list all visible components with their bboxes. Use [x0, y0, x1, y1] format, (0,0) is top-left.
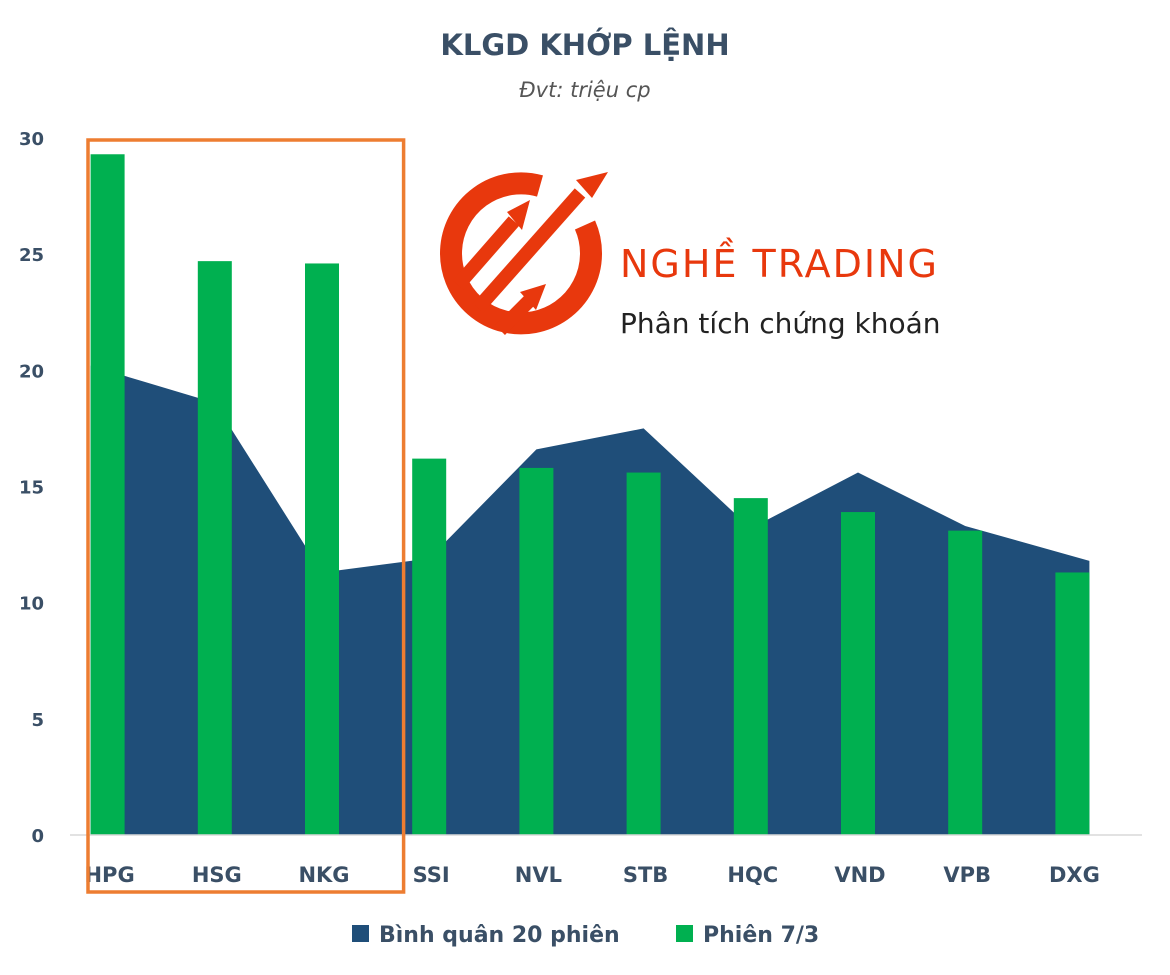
y-axis: 0 5 10 15 20 25 30 [19, 129, 44, 847]
x-axis: HPG HSG NKG SSI NVL STB HQC VND VPB DXG [84, 863, 1099, 887]
bar-nkg [305, 263, 339, 836]
highlight-box [86, 138, 406, 894]
y-tick-label: 15 [19, 478, 44, 499]
y-tick-label: 20 [19, 361, 44, 382]
y-tick-label: 5 [31, 710, 44, 731]
x-tick-label: DXG [1049, 863, 1100, 887]
legend-swatch-area [352, 925, 369, 942]
area-layer [90, 365, 1090, 835]
x-tick-label: HSG [192, 863, 242, 887]
x-tick-label: STB [623, 863, 668, 887]
chart-subtitle: Đvt: triệu cp [519, 78, 650, 102]
bar-hqc [733, 498, 768, 835]
x-tick-label: VPB [943, 863, 991, 887]
x-tick-label: HPG [84, 863, 134, 887]
bar-hsg [197, 261, 232, 835]
legend-swatch-bar [676, 925, 693, 942]
x-tick-label: NKG [298, 863, 349, 887]
bar-nvl [519, 467, 554, 835]
bar-hpg [90, 154, 125, 836]
area-series-binh-quan-20-phien [90, 365, 1090, 835]
x-tick-label: HQC [727, 863, 778, 887]
legend: Bình quân 20 phiên Phiên 7/3 [352, 923, 819, 948]
x-tick-label: SSI [413, 863, 450, 887]
bar-ssi [412, 458, 447, 835]
bar-vnd [841, 512, 875, 835]
x-tick-label: VND [834, 863, 885, 887]
legend-label: Bình quân 20 phiên [379, 923, 620, 948]
y-tick-label: 30 [19, 129, 44, 150]
bar-stb [626, 472, 661, 835]
y-tick-label: 10 [19, 594, 44, 615]
chart-title: KLGD KHỚP LỆNH [440, 28, 729, 62]
legend-label: Phiên 7/3 [703, 923, 819, 948]
x-tick-label: NVL [515, 863, 562, 887]
brand-name: NGHỀ TRADING [620, 238, 939, 286]
y-tick-label: 25 [19, 245, 44, 266]
brand-logo: NGHỀ TRADING Phân tích chứng khoán [440, 172, 941, 340]
trading-logo-icon [440, 172, 608, 335]
brand-tagline: Phân tích chứng khoán [620, 307, 941, 340]
bar-vpb [948, 530, 983, 835]
y-tick-label: 0 [31, 826, 44, 847]
bars-layer [90, 154, 1090, 836]
bar-dxg [1055, 572, 1090, 835]
